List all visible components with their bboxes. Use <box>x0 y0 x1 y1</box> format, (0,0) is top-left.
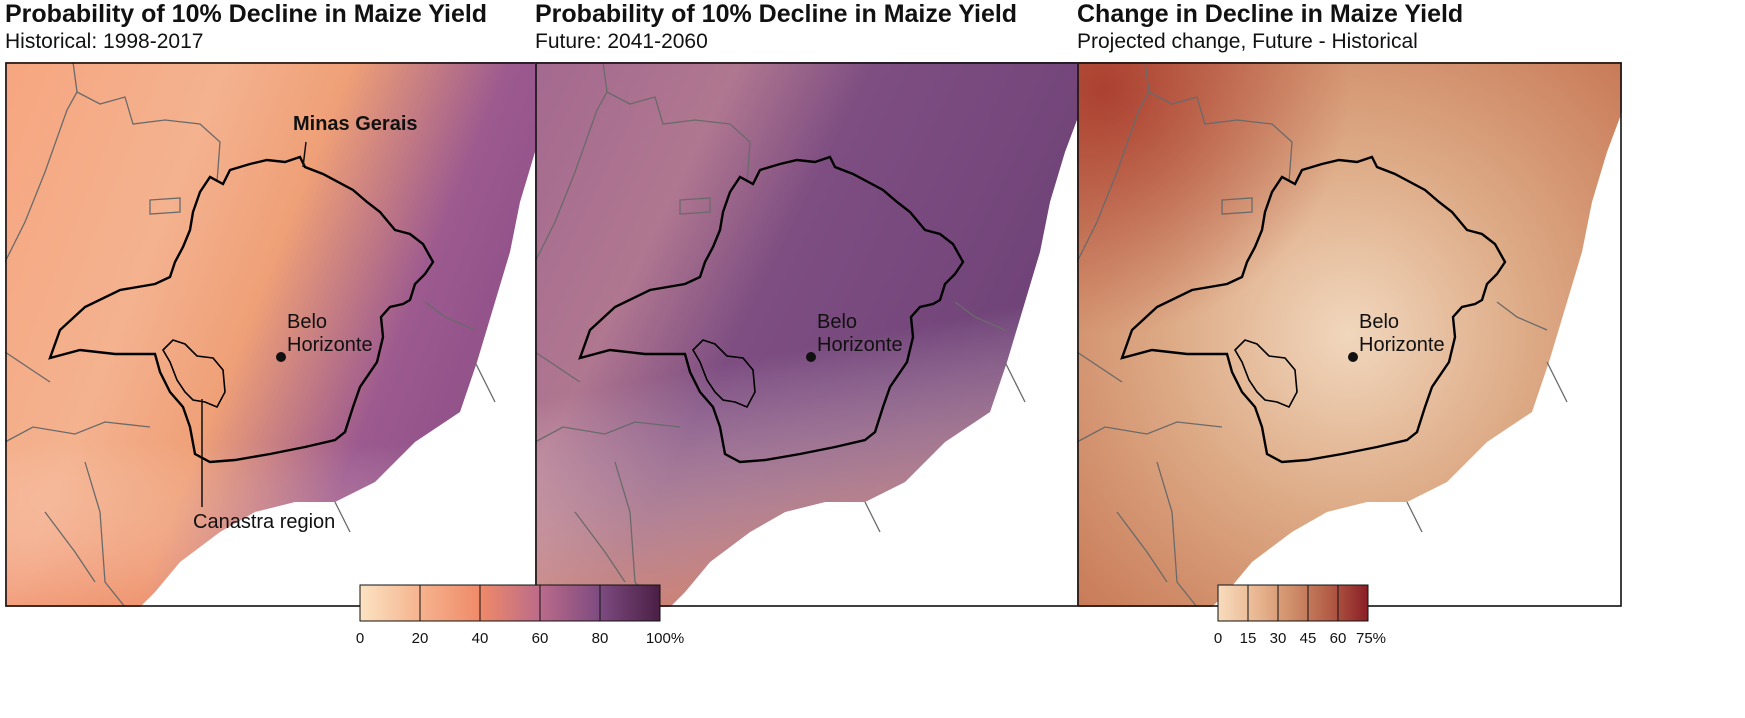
legend-tick: 30 <box>1270 630 1287 647</box>
city-label-line2: Horizonte <box>287 334 373 356</box>
state-leader-line <box>302 141 307 168</box>
city-marker <box>806 352 816 362</box>
terrain-fill <box>5 62 550 607</box>
legend-change-bar <box>1217 584 1369 622</box>
map-panel-future: Probability of 10% Decline in Maize Yiel… <box>535 0 1080 610</box>
map-future: Belo Horizonte <box>535 62 1080 607</box>
map-historical: Minas Gerais Belo Horizonte Canastra reg… <box>5 62 550 607</box>
legend-tick: 45 <box>1300 630 1317 647</box>
region-label: Canastra region <box>193 511 335 533</box>
panel-subtitle: Historical: 1998-2017 <box>5 30 204 53</box>
city-label-line1: Belo <box>287 311 327 333</box>
map-change: Belo Horizonte <box>1077 62 1622 607</box>
legend-change: 0 15 30 45 60 75% <box>1214 584 1393 655</box>
terrain-fill <box>535 62 1080 607</box>
map-panel-change: Change in Decline in Maize Yield Project… <box>1077 0 1622 610</box>
city-label-line2: Horizonte <box>1359 334 1445 356</box>
legend-tick: 0 <box>1214 630 1222 647</box>
map-panel-historical: Probability of 10% Decline in Maize Yiel… <box>5 0 550 610</box>
country-borders <box>1077 62 1568 607</box>
panel-title: Change in Decline in Maize Yield <box>1077 0 1464 28</box>
city-label-line1: Belo <box>1359 311 1399 333</box>
state-border-minas-gerais <box>1120 155 1507 464</box>
region-border-canastra <box>161 339 226 409</box>
legend-tick: 0 <box>356 630 364 647</box>
city-label-line1: Belo <box>817 311 857 333</box>
panel-title: Probability of 10% Decline in Maize Yiel… <box>5 0 488 28</box>
state-border-minas-gerais <box>578 155 965 464</box>
legend-tick: 60 <box>532 630 549 647</box>
state-label: Minas Gerais <box>293 113 418 135</box>
legend-tick: 60 <box>1330 630 1347 647</box>
legend-tick: 80 <box>592 630 609 647</box>
legend-tick: 100% <box>646 630 684 647</box>
legend-tick: 75% <box>1356 630 1386 647</box>
legend-tick: 40 <box>472 630 489 647</box>
terrain-fill <box>1077 62 1622 607</box>
legend-change-ticks <box>1247 585 1339 621</box>
city-label-line2: Horizonte <box>817 334 903 356</box>
legend-tick: 20 <box>412 630 429 647</box>
region-border-canastra <box>691 339 756 409</box>
city-marker <box>1348 352 1358 362</box>
legend-probability-ticks <box>419 585 601 621</box>
panel-title: Probability of 10% Decline in Maize Yiel… <box>535 0 1018 28</box>
panel-subtitle: Projected change, Future - Historical <box>1077 30 1418 53</box>
panel-subtitle: Future: 2041-2060 <box>535 30 708 53</box>
city-marker <box>276 352 286 362</box>
legend-tick: 15 <box>1240 630 1257 647</box>
region-border-canastra <box>1233 339 1298 409</box>
country-borders <box>5 62 496 607</box>
legend-probability-bar <box>359 584 661 622</box>
legend-probability: 0 20 40 60 80 100% <box>356 584 684 655</box>
